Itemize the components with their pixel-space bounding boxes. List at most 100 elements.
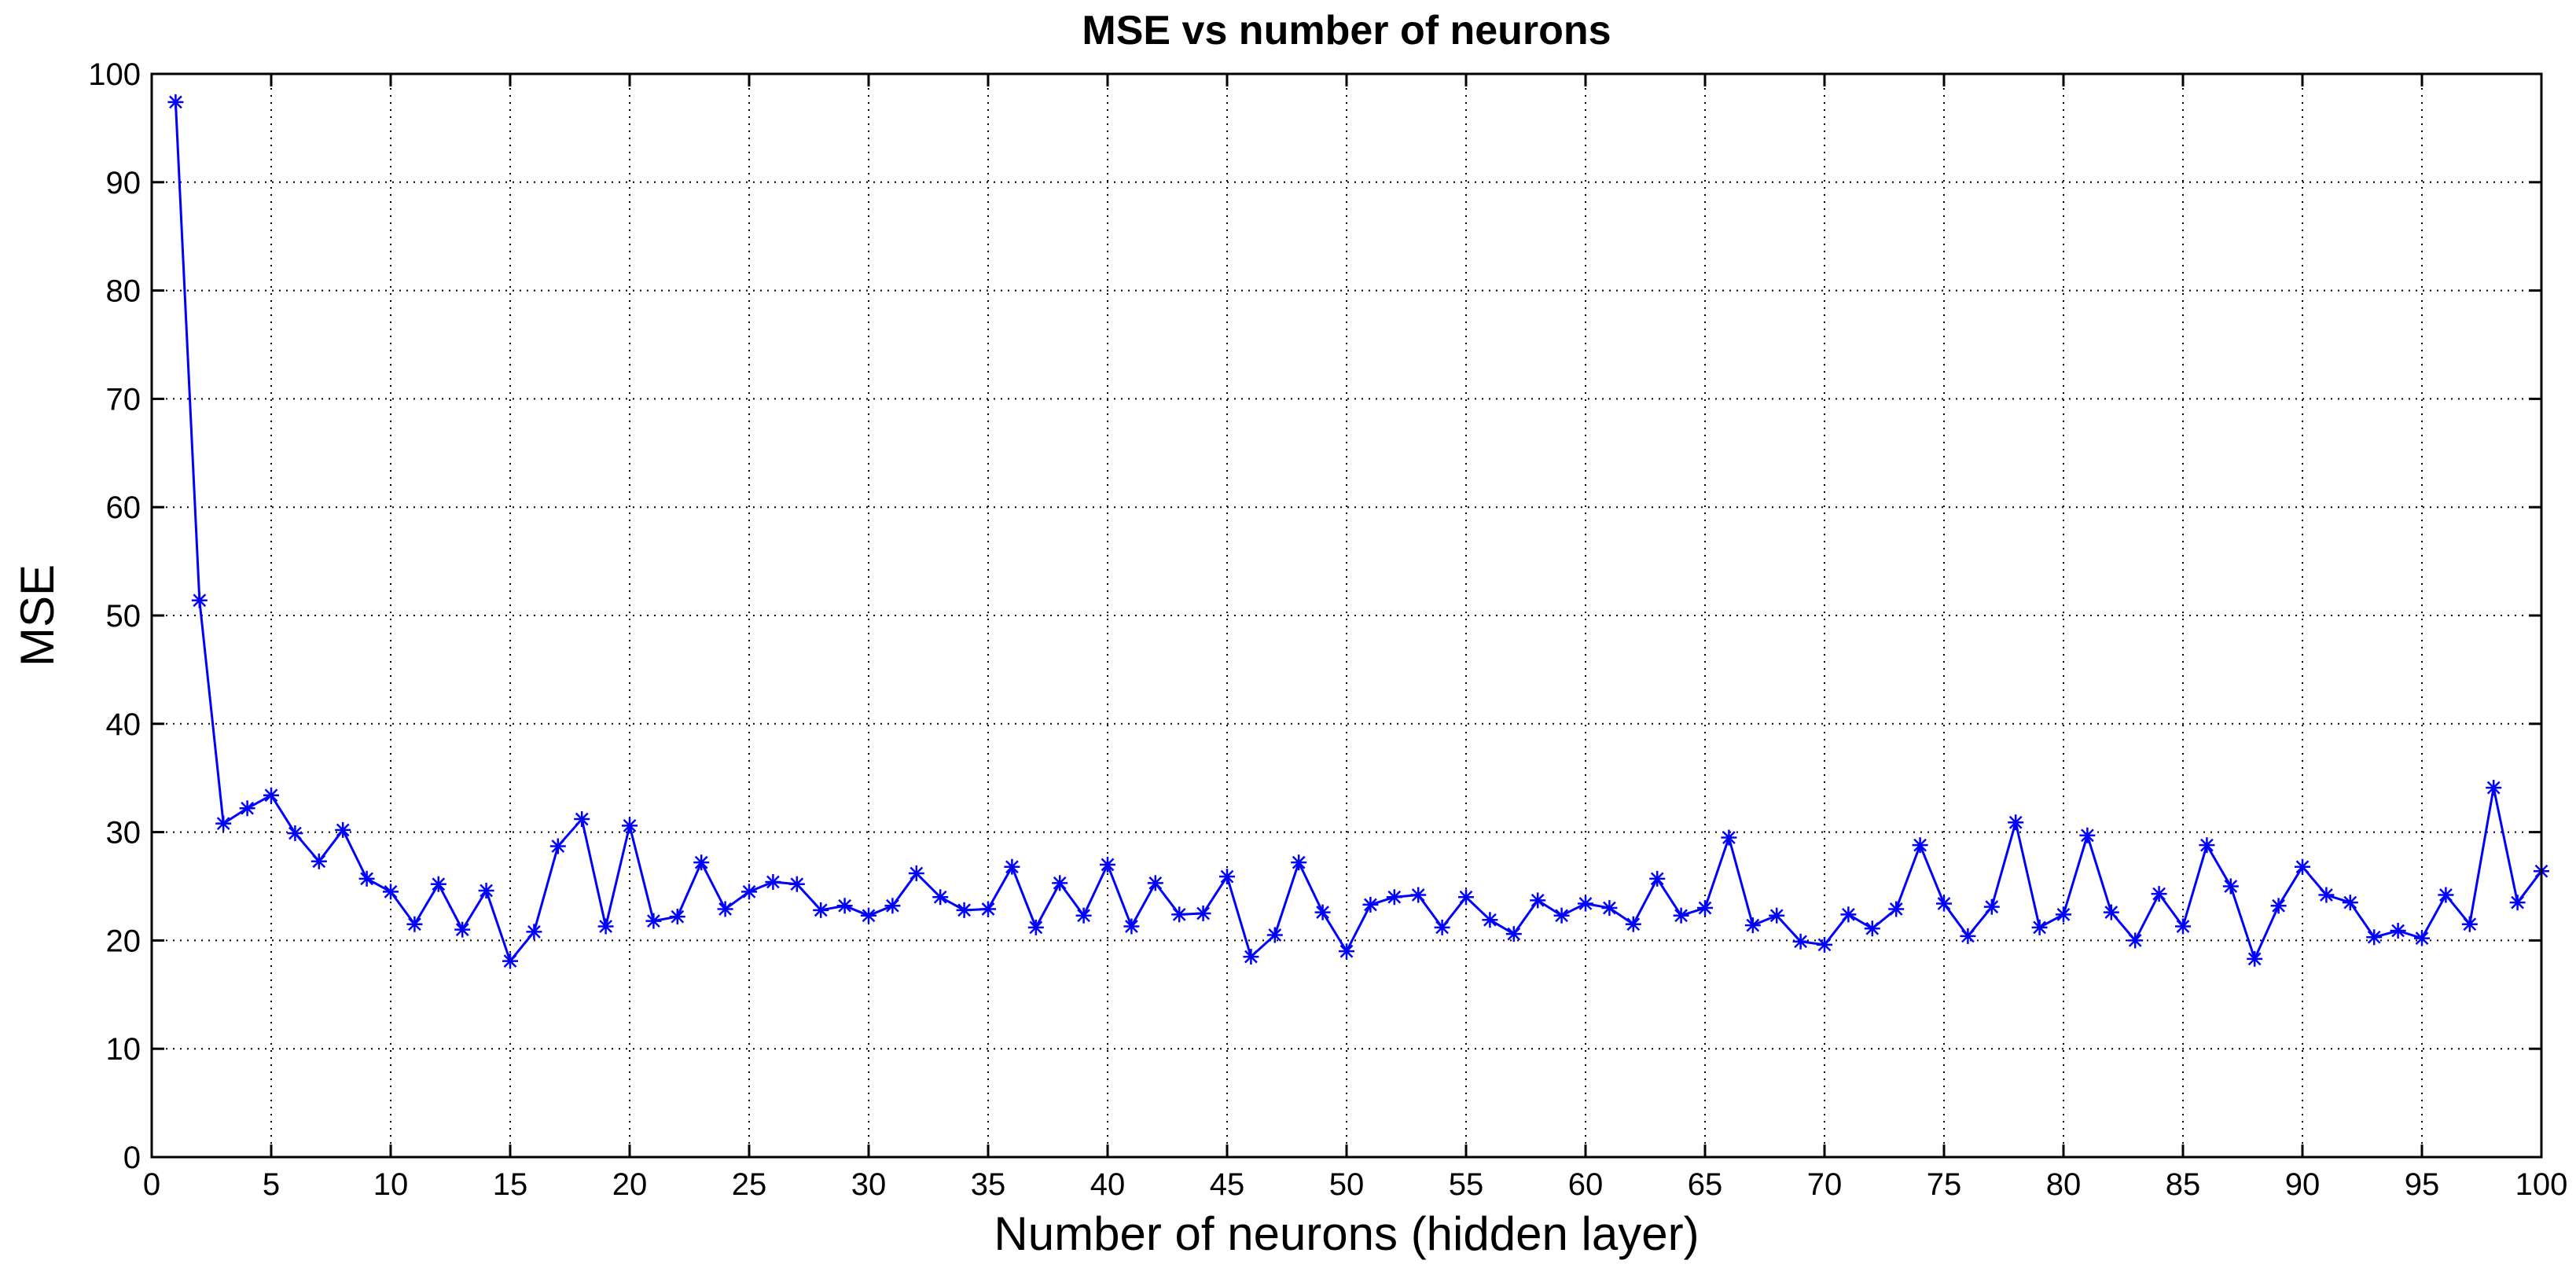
data-point-stroke [1196, 906, 1210, 920]
data-point-stroke [1053, 876, 1067, 890]
data-point-stroke [1268, 928, 1282, 942]
data-point-stroke [241, 801, 254, 815]
x-tick-label: 50 [1329, 1167, 1365, 1202]
data-point-stroke [1937, 897, 1951, 910]
data-point [1983, 898, 2000, 915]
data-point [622, 818, 638, 834]
data-point-stroke [766, 875, 780, 889]
data-point-stroke [312, 854, 326, 869]
data-point-stroke [1985, 900, 1999, 914]
data-point [215, 815, 232, 832]
data-point [1769, 907, 1785, 924]
data-point-stroke [2056, 907, 2071, 921]
data-point-stroke [2128, 934, 2142, 947]
data-point-stroke [862, 909, 876, 923]
data-point-stroke [910, 866, 924, 880]
x-tick-label: 85 [2166, 1167, 2201, 1202]
data-point-stroke [1220, 869, 1234, 884]
data-point-stroke [957, 903, 971, 917]
y-axis-label: MSE [11, 564, 64, 667]
data-point-stroke [1507, 927, 1521, 941]
data-point [1888, 901, 1905, 917]
y-tick-label: 90 [106, 166, 141, 200]
data-point-stroke [1459, 890, 1473, 904]
data-point-stroke [1650, 872, 1664, 886]
x-tick-label: 60 [1568, 1167, 1604, 1202]
data-point [1075, 907, 1092, 924]
data-point [861, 907, 876, 924]
x-tick-label: 10 [373, 1167, 409, 1202]
data-point [2318, 887, 2335, 903]
data-point [2079, 827, 2096, 843]
data-point-stroke [838, 898, 851, 913]
data-point-stroke [671, 909, 685, 924]
data-point-stroke [1842, 907, 1855, 921]
data-point-stroke [2008, 815, 2023, 829]
data-point [645, 913, 662, 929]
data-point [239, 800, 255, 817]
data-point [2175, 918, 2191, 935]
data-point [2270, 898, 2287, 914]
x-tick-label: 95 [2405, 1167, 2440, 1202]
data-point [1721, 829, 1737, 846]
x-tick-label: 90 [2285, 1167, 2321, 1202]
data-point [956, 902, 972, 918]
data-point [1817, 936, 1832, 953]
data-point-stroke [1746, 918, 1760, 932]
data-point [1195, 905, 1211, 921]
data-point-stroke [1865, 921, 1880, 935]
data-point-stroke [551, 840, 565, 853]
data-point [2486, 780, 2502, 796]
data-point [1482, 912, 1498, 928]
data-point-stroke [169, 95, 182, 109]
data-point [2199, 837, 2215, 854]
data-point-stroke [455, 923, 469, 937]
data-point-stroke [886, 898, 899, 913]
data-point-stroke [599, 920, 612, 933]
x-tick-label: 5 [263, 1167, 280, 1202]
data-point [1291, 854, 1307, 871]
data-point-stroke [2486, 781, 2501, 795]
data-point-stroke [1411, 888, 1425, 902]
data-point-stroke [480, 884, 493, 898]
data-point-stroke [1483, 913, 1497, 927]
x-tick-label: 35 [971, 1167, 1006, 1202]
y-tick-label: 70 [106, 382, 141, 417]
data-point [1434, 919, 1450, 935]
data-point [884, 898, 901, 914]
data-point-stroke [2200, 838, 2214, 852]
data-point [741, 884, 757, 900]
x-tick-label: 100 [2515, 1167, 2568, 1202]
data-point-stroke [264, 788, 278, 803]
data-point [1123, 918, 1140, 935]
data-point [597, 918, 614, 935]
x-tick-label: 20 [612, 1167, 648, 1202]
data-point [2414, 930, 2430, 946]
data-point [669, 909, 685, 925]
x-tick-label: 40 [1090, 1167, 1126, 1202]
data-point [932, 889, 949, 906]
data-point [1936, 895, 1952, 912]
data-point [1386, 889, 1402, 906]
data-point-stroke [1435, 920, 1449, 935]
data-point [836, 898, 853, 914]
y-tick-label: 50 [106, 599, 141, 634]
data-point-stroke [360, 872, 373, 886]
data-point-stroke [2247, 952, 2262, 966]
data-point [1840, 906, 1857, 923]
data-point [2151, 886, 2167, 902]
data-point [311, 853, 327, 869]
data-point-stroke [1125, 920, 1138, 933]
y-tick-label: 20 [106, 924, 141, 958]
data-point-stroke [1889, 902, 1903, 916]
data-point-stroke [2391, 924, 2405, 938]
data-point [430, 876, 446, 892]
data-point-stroke [288, 826, 302, 840]
data-point-stroke [1698, 901, 1712, 915]
data-point [980, 901, 996, 917]
data-point-stroke [981, 902, 995, 916]
data-point-stroke [1101, 858, 1115, 872]
data-point [2222, 878, 2239, 895]
data-point [549, 838, 566, 854]
